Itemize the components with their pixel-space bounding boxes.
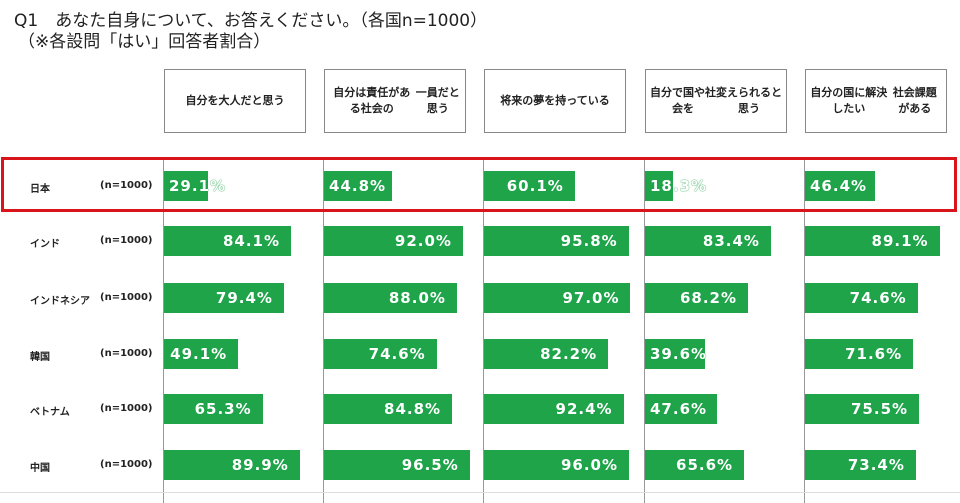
bar bbox=[484, 394, 624, 424]
data-label: 74.6% bbox=[849, 289, 907, 307]
data-label: 75.5% bbox=[851, 400, 909, 418]
bar bbox=[164, 339, 239, 369]
country-label: ベトナム bbox=[30, 407, 70, 418]
column-header-line: 社会課題がある bbox=[892, 85, 937, 116]
question-title: Q1 あなた自身について、お答えください。（各国n=1000） bbox=[14, 11, 488, 31]
bar bbox=[324, 226, 463, 256]
data-label: 82.2% bbox=[540, 345, 598, 363]
column-header-line: 自分で国や社会を bbox=[650, 85, 716, 116]
data-label: 96.5% bbox=[401, 456, 459, 474]
column-divider bbox=[644, 158, 645, 503]
data-label: 18.3% bbox=[650, 177, 708, 195]
column-divider bbox=[483, 158, 484, 503]
country-label: 日本 bbox=[30, 184, 50, 195]
bar bbox=[484, 283, 631, 313]
data-label: 89.9% bbox=[231, 456, 289, 474]
data-label: 39.6% bbox=[650, 345, 708, 363]
data-label: 79.4% bbox=[215, 289, 273, 307]
column-header: 自分の国に解決したい 社会課題がある bbox=[805, 69, 947, 133]
bar bbox=[324, 394, 453, 424]
column-divider bbox=[323, 158, 324, 503]
bar bbox=[484, 450, 629, 480]
data-label: 84.8% bbox=[384, 400, 442, 418]
bar bbox=[164, 226, 291, 256]
column-header-line: 一員だと思う bbox=[415, 85, 460, 116]
bar bbox=[805, 339, 914, 369]
column-header: 自分は責任がある社会の 一員だと思う bbox=[324, 69, 466, 133]
column-header-line: 変えられると思う bbox=[716, 85, 782, 116]
data-label: 88.0% bbox=[388, 289, 446, 307]
data-label: 46.4% bbox=[810, 177, 868, 195]
column-header: 自分を大人だと思う bbox=[164, 69, 306, 133]
data-label: 65.6% bbox=[676, 456, 734, 474]
data-label: 97.0% bbox=[562, 289, 620, 307]
bar bbox=[164, 394, 263, 424]
data-label: 60.1% bbox=[506, 177, 564, 195]
data-label: 29.1% bbox=[169, 177, 227, 195]
data-label: 95.8% bbox=[560, 232, 618, 250]
data-label: 47.6% bbox=[650, 400, 708, 418]
bar bbox=[805, 283, 918, 313]
column-divider bbox=[804, 158, 805, 503]
country-label: 中国 bbox=[30, 463, 50, 474]
column-header-line: 将来の夢を持っている bbox=[500, 93, 610, 107]
column-header-line: 自分は責任がある社会の bbox=[333, 85, 411, 116]
data-label: 83.4% bbox=[702, 232, 760, 250]
bar bbox=[805, 450, 916, 480]
bar bbox=[324, 450, 470, 480]
bar bbox=[484, 226, 629, 256]
highlight-frame-japan bbox=[1, 157, 957, 212]
bar bbox=[484, 171, 575, 201]
data-label: 74.6% bbox=[368, 345, 426, 363]
data-label: 44.8% bbox=[329, 177, 387, 195]
bar bbox=[164, 171, 208, 201]
data-label: 92.4% bbox=[555, 400, 613, 418]
sample-size: (n=1000) bbox=[100, 403, 153, 414]
bar bbox=[645, 450, 745, 480]
data-label: 71.6% bbox=[845, 345, 903, 363]
bar bbox=[164, 283, 284, 313]
data-label: 65.3% bbox=[194, 400, 252, 418]
data-label: 92.0% bbox=[394, 232, 452, 250]
row-divider bbox=[0, 492, 960, 493]
sample-size: (n=1000) bbox=[100, 292, 153, 303]
question-subtitle: （※各設問「はい」回答者割合） bbox=[18, 32, 271, 52]
country-label: インドネシア bbox=[30, 296, 90, 307]
column-header: 自分で国や社会を 変えられると思う bbox=[645, 69, 787, 133]
country-label: 韓国 bbox=[30, 352, 50, 363]
bar bbox=[805, 394, 919, 424]
data-label: 96.0% bbox=[560, 456, 618, 474]
data-label: 49.1% bbox=[170, 345, 228, 363]
sample-size: (n=1000) bbox=[100, 235, 153, 246]
sample-size: (n=1000) bbox=[100, 180, 153, 191]
bar bbox=[645, 283, 748, 313]
bar bbox=[645, 171, 673, 201]
bar bbox=[645, 339, 705, 369]
column-header-line: 自分を大人だと思う bbox=[185, 93, 285, 107]
bar bbox=[164, 450, 300, 480]
sample-size: (n=1000) bbox=[100, 459, 153, 470]
data-label: 84.1% bbox=[222, 232, 281, 250]
data-label: 73.4% bbox=[847, 456, 905, 474]
column-header-line: 自分の国に解決したい bbox=[810, 85, 888, 116]
sample-size: (n=1000) bbox=[100, 348, 153, 359]
column-divider bbox=[163, 158, 164, 503]
bar bbox=[805, 226, 940, 256]
country-label: インド bbox=[30, 239, 60, 250]
bar bbox=[645, 394, 717, 424]
bar bbox=[484, 339, 609, 369]
bar bbox=[805, 171, 876, 201]
data-label: 68.2% bbox=[679, 289, 738, 307]
bar bbox=[324, 171, 392, 201]
bar bbox=[645, 226, 771, 256]
bar bbox=[324, 339, 437, 369]
column-header: 将来の夢を持っている bbox=[484, 69, 626, 133]
data-label: 89.1% bbox=[871, 232, 929, 250]
bar bbox=[324, 283, 457, 313]
